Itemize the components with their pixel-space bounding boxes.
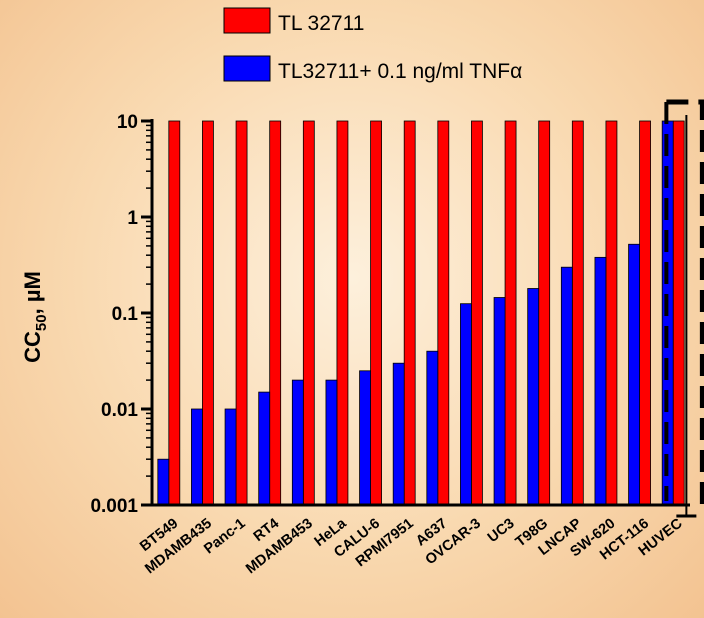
bar-tl32711-rpmi7951 (403, 120, 416, 506)
legend-swatch-2 (223, 55, 271, 82)
bar-tnf-bt549 (157, 458, 170, 506)
highlight-dashes-right (666, 99, 704, 508)
y-axis-label: CC50, µM (20, 271, 50, 363)
legend-label-2: TL32711+ 0.1 ng/ml TNFα (278, 60, 522, 83)
bar-tnf-mdamb435 (191, 408, 203, 506)
bar-tl32711-uc3 (504, 120, 517, 506)
bar-tl32711-mdamb435 (202, 120, 214, 506)
bar-tl32711-hct-116 (639, 120, 651, 506)
highlight-box (664, 99, 704, 518)
bars (157, 120, 685, 506)
bar-tl32711-t98g (538, 120, 551, 506)
bar-tnf-a637 (426, 350, 439, 506)
bar-tl32711-huvec (672, 120, 685, 506)
bar-tl32711-panc-1 (235, 120, 248, 506)
bar-tl32711-mdamb453 (302, 120, 315, 506)
bar-tnf-panc-1 (224, 408, 237, 506)
y-tick-label: 10 (117, 112, 138, 133)
bar-tnf-mdamb453 (291, 379, 304, 506)
bar-tl32711-a637 (437, 120, 450, 506)
bar-tnf-sw-620 (594, 256, 607, 506)
bar-tnf-lncap (560, 266, 573, 506)
bar-tnf-hct-116 (628, 243, 640, 506)
bar-tl32711-calu-6 (370, 120, 382, 506)
y-tick-label: 0.001 (90, 496, 138, 517)
y-tick-label: 0.01 (101, 400, 138, 421)
bar-tnf-hela (325, 379, 338, 506)
bar-tnf-uc3 (493, 297, 506, 506)
bar-tl32711-rt4 (269, 120, 282, 506)
bar-tnf-t98g (527, 288, 540, 506)
bar-tnf-rpmi7951 (392, 362, 405, 506)
legend-label-1: TL 32711 (278, 12, 364, 35)
y-axis: 0.001 0.01 0.1 1 10 (90, 112, 154, 517)
bar-tnf-calu-6 (359, 370, 371, 506)
bar-tl32711-sw-620 (605, 120, 618, 506)
legend-swatch-1 (223, 7, 271, 34)
bar-tl32711-lncap (571, 120, 584, 506)
bar-tnf-rt4 (258, 391, 271, 506)
y-tick-label: 1 (127, 208, 138, 229)
x-tick-label: UC3 (485, 516, 518, 546)
bar-tl32711-hela (336, 120, 349, 506)
legend: TL 32711 TL32711+ 0.1 ng/ml TNFα (223, 7, 522, 83)
bar-tl32711-bt549 (168, 120, 181, 506)
y-tick-label: 0.1 (112, 304, 139, 325)
bar-tl32711-ovcar-3 (471, 120, 483, 506)
bar-tnf-ovcar-3 (460, 303, 472, 506)
